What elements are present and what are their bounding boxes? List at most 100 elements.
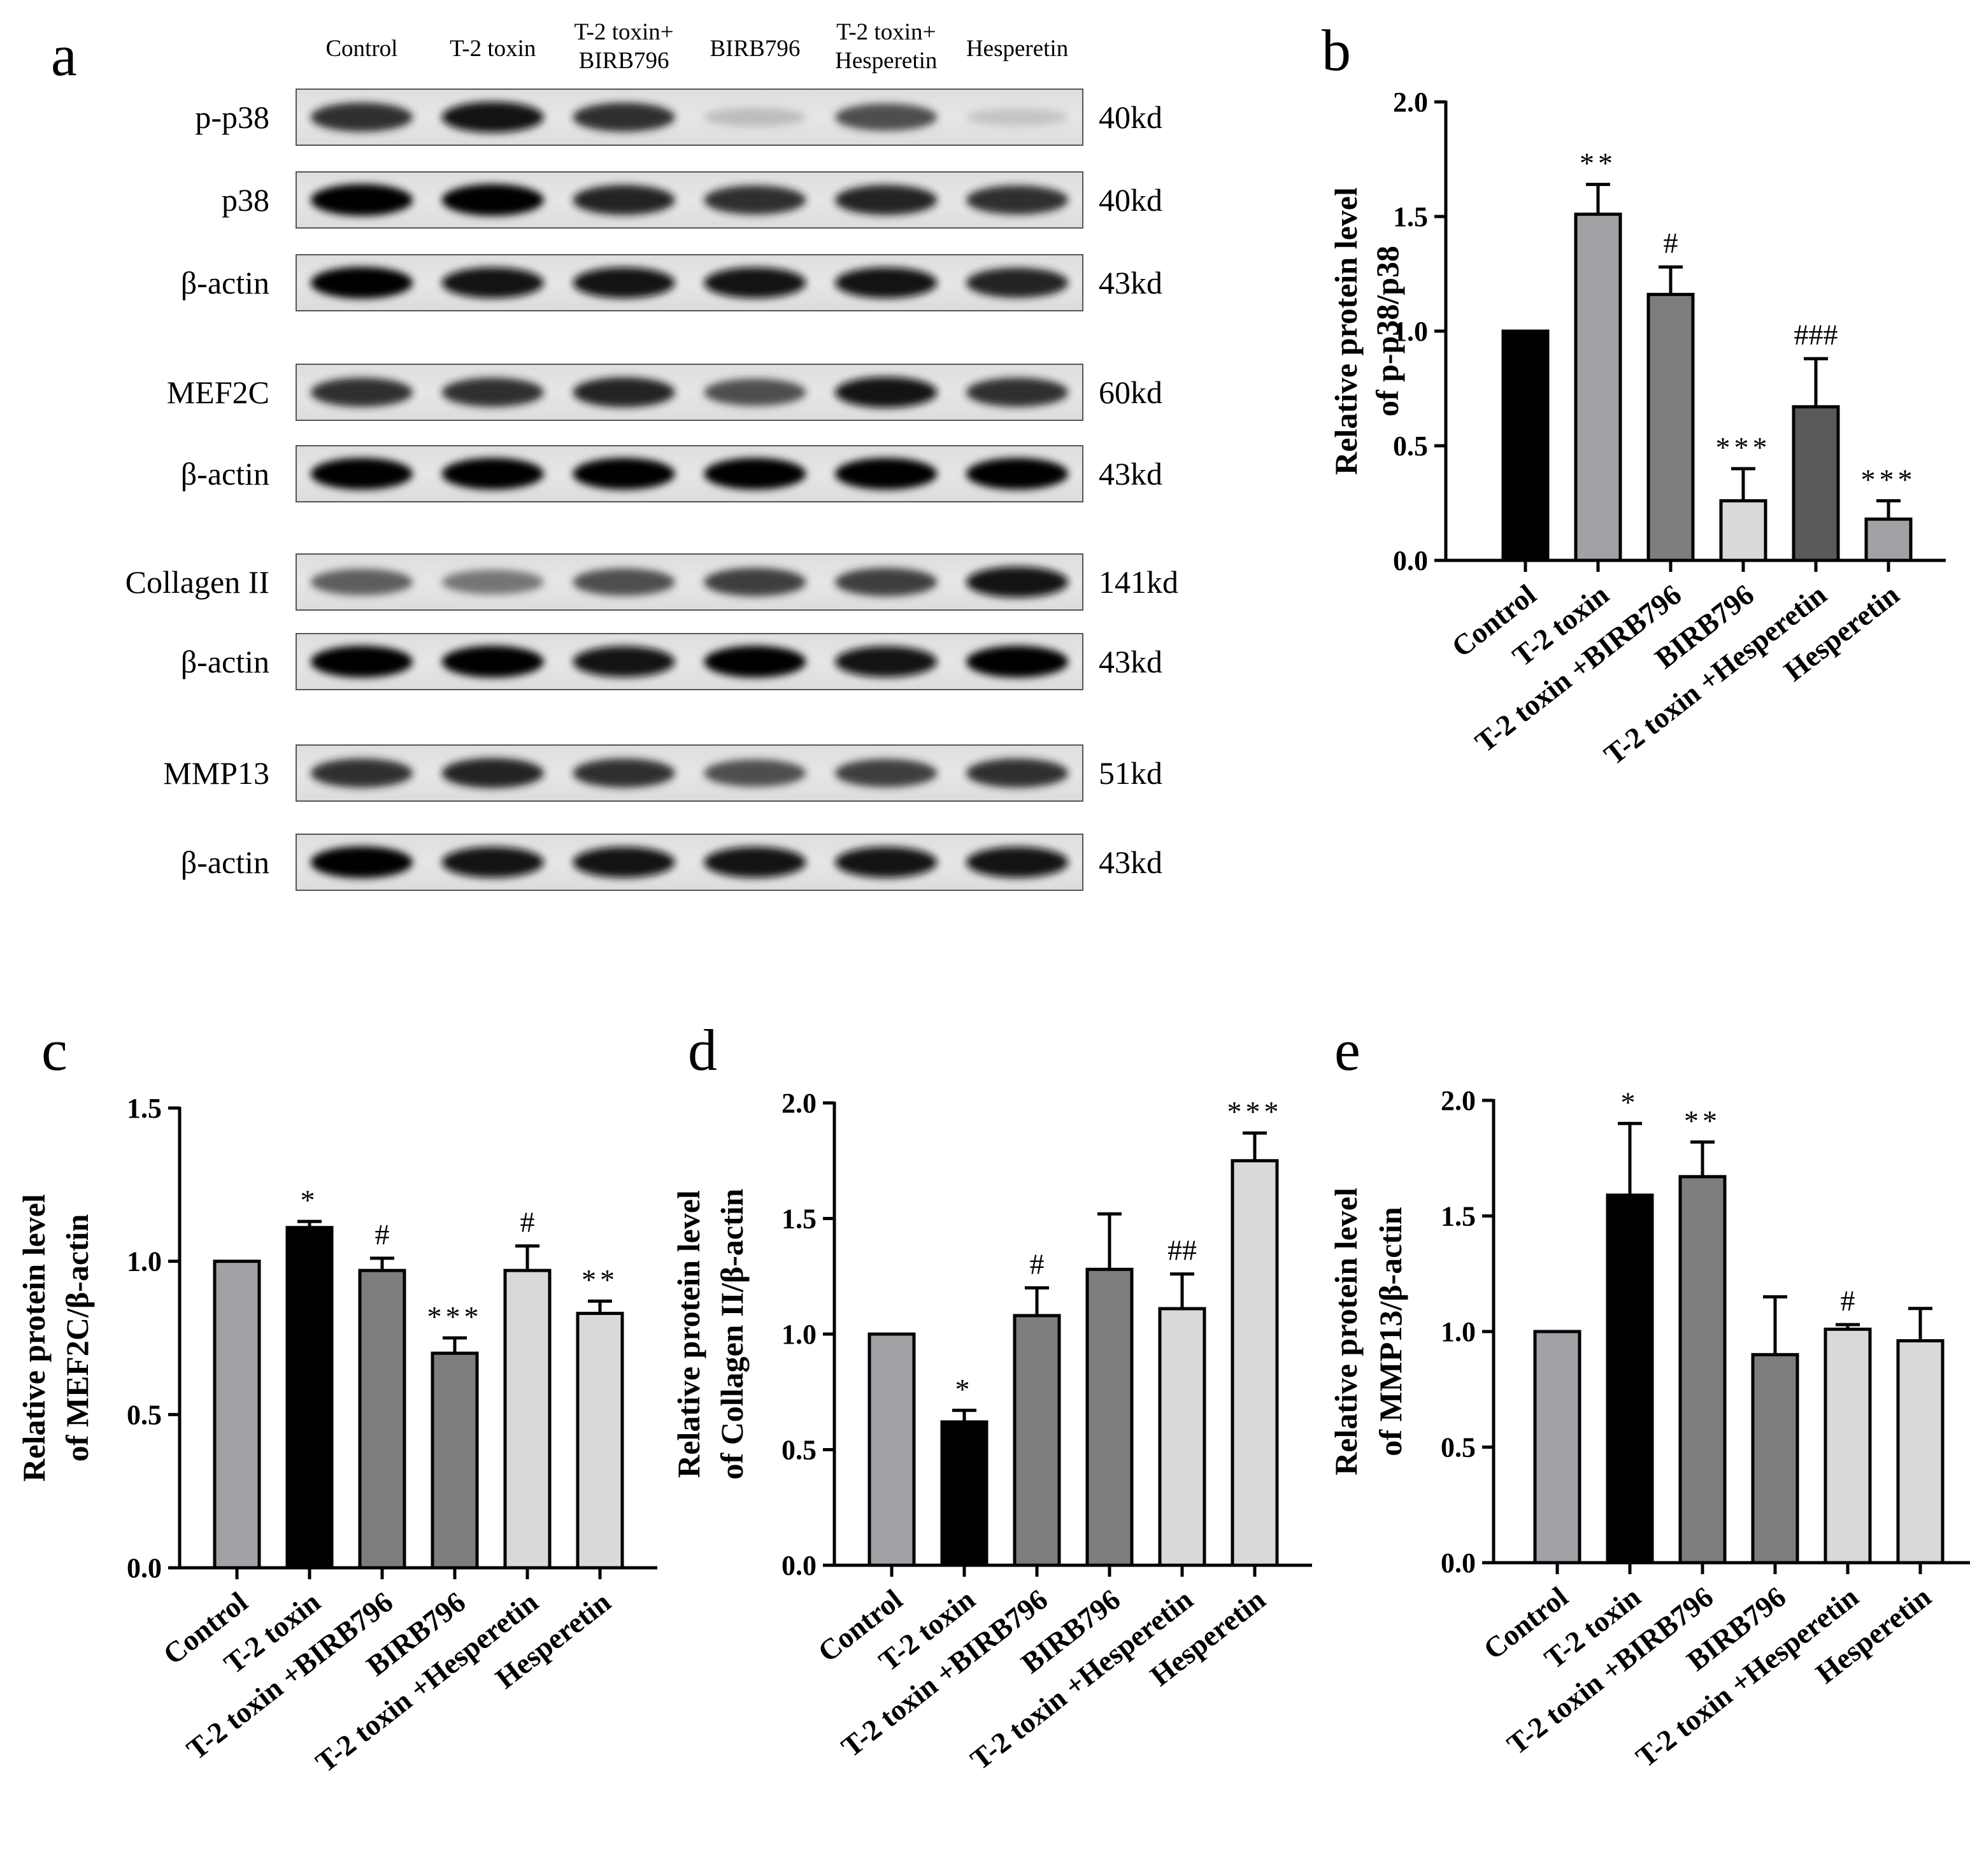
blot-row-kd: 43kd: [1099, 265, 1162, 301]
blot-band: [834, 758, 938, 788]
significance-1: *: [301, 1184, 319, 1216]
blot-row-kd: 60kd: [1099, 374, 1162, 410]
bar-0: [1501, 329, 1550, 562]
lane-header-1-line-0: T-2 toxin: [450, 36, 536, 62]
blot-band: [573, 846, 675, 878]
lane-header-2-line-0: T-2 toxin+: [574, 19, 673, 45]
bar-5: [576, 1311, 624, 1570]
bar-2: [1678, 1175, 1727, 1565]
blot-strip: [296, 834, 1083, 891]
blot-band: [441, 458, 545, 490]
bar-2: [358, 1268, 406, 1570]
blot-band: [441, 267, 545, 299]
bar-3: [1085, 1267, 1134, 1567]
blot-row-label: MEF2C: [167, 374, 269, 410]
blot-band: [441, 646, 545, 678]
y-tick-label: 0.5: [782, 1435, 817, 1466]
blot-band: [310, 846, 413, 878]
blot-band: [441, 846, 545, 878]
y-axis-label-line-1: of p-p38/p38: [1369, 246, 1405, 416]
panel-letter-c: c: [41, 1018, 68, 1083]
blot-row-label: β-actin: [181, 644, 269, 679]
blot-band: [966, 267, 1069, 298]
bar-2: [1646, 292, 1695, 562]
lane-header-4-line-0: T-2 toxin+: [836, 19, 936, 45]
blot-band: [704, 846, 806, 878]
blot-band: [704, 567, 806, 597]
bar-5: [1231, 1159, 1279, 1567]
blot-strip: [296, 171, 1083, 229]
blot-band: [310, 569, 413, 595]
bar-0: [867, 1332, 916, 1567]
blot-band: [573, 646, 675, 678]
bar-4: [503, 1268, 552, 1570]
blot-band: [310, 184, 413, 216]
y-tick-label: 0.0: [1441, 1547, 1476, 1579]
blot-band: [834, 267, 938, 299]
blot-band: [573, 267, 675, 299]
significance-5: ***: [1227, 1095, 1283, 1128]
y-tick-label: 1.0: [127, 1246, 162, 1277]
blot-band: [573, 377, 675, 408]
bar-4: [1792, 405, 1840, 562]
y-tick-label: 1.5: [782, 1204, 817, 1235]
y-tick-label: 1.5: [1393, 201, 1428, 232]
blot-strip: [296, 89, 1083, 146]
blot-band: [834, 646, 938, 678]
blot-band: [966, 378, 1069, 407]
blot-row-kd: 43kd: [1099, 844, 1162, 880]
blot-band: [704, 458, 806, 490]
blot-band: [704, 108, 806, 127]
bar-5: [1896, 1339, 1945, 1565]
blot-band: [704, 267, 806, 299]
bar-3: [431, 1351, 479, 1570]
blot-row-label: p38: [222, 182, 269, 218]
blot-band: [441, 569, 545, 595]
significance-2: **: [1684, 1104, 1721, 1137]
y-axis-label-line-1: of MEF2C/β-actin: [59, 1214, 95, 1461]
significance-4: #: [520, 1206, 535, 1239]
blot-band: [573, 103, 675, 132]
bar-0: [1533, 1330, 1581, 1565]
blot-strip: [296, 553, 1083, 611]
chart-d: d 0.0 0.5 1.0 1.5 2.0 Relative protein level of…: [671, 1018, 1312, 1776]
y-tick-label: 1.0: [1441, 1316, 1476, 1347]
blot-band: [966, 646, 1069, 678]
blot-row-kd: 43kd: [1099, 644, 1162, 679]
blot-band: [573, 185, 675, 215]
blot-band: [834, 376, 938, 408]
blot-row-label: β-actin: [181, 265, 269, 301]
bar-1: [940, 1420, 989, 1567]
significance-2: #: [375, 1218, 390, 1251]
blot-band: [834, 458, 938, 490]
blot-band: [310, 458, 413, 490]
blot-row-kd: 40kd: [1099, 182, 1162, 218]
y-axis-label-line-0: Relative protein level: [1328, 187, 1364, 475]
significance-3: ***: [427, 1300, 483, 1333]
blot-band: [310, 758, 413, 788]
blot-band: [704, 759, 806, 787]
blot-band: [966, 846, 1069, 878]
bar-0: [213, 1260, 261, 1570]
blot-band: [573, 758, 675, 788]
significance-5: ***: [1861, 463, 1916, 495]
blot-band: [966, 108, 1069, 126]
y-tick-label: 1.5: [1441, 1201, 1476, 1232]
significance-1: **: [1580, 147, 1617, 180]
blot-band: [966, 758, 1069, 788]
lane-header-5-line-0: Hesperetin: [966, 36, 1068, 62]
blot-band: [704, 185, 806, 215]
y-tick-label: 0.0: [1393, 545, 1428, 576]
blot-band: [834, 103, 938, 131]
lane-header-4-line-1: Hesperetin: [835, 48, 937, 74]
blot-row-label: MMP13: [163, 755, 269, 791]
blot-strip: [296, 744, 1083, 802]
significance-3: ***: [1716, 431, 1771, 464]
blot-band: [966, 566, 1069, 598]
bar-2: [1013, 1314, 1061, 1567]
panel-letter-b: b: [1322, 18, 1351, 83]
y-axis-label-line-0: Relative protein level: [1328, 1188, 1364, 1475]
blot-band: [834, 846, 938, 878]
blot-band: [441, 101, 545, 133]
